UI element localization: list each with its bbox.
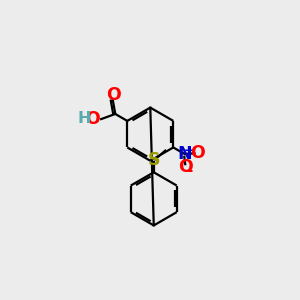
Text: S: S [148,151,160,169]
Text: O: O [106,86,121,104]
Text: O: O [85,110,100,128]
Text: -: - [186,163,193,178]
Text: O: O [190,144,205,162]
Text: O: O [178,158,193,176]
Text: +: + [183,144,194,157]
Text: N: N [178,145,192,163]
Text: H: H [78,111,92,126]
